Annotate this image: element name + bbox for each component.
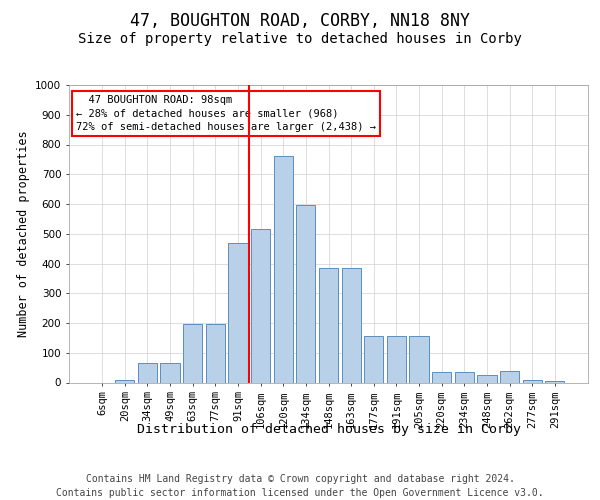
Bar: [251, 230, 270, 382]
Bar: [206, 324, 225, 382]
Bar: [341, 268, 361, 382]
Bar: [274, 156, 293, 382]
Text: Contains HM Land Registry data © Crown copyright and database right 2024.
Contai: Contains HM Land Registry data © Crown c…: [56, 474, 544, 498]
Bar: [500, 370, 519, 382]
Bar: [296, 206, 316, 382]
Bar: [319, 268, 338, 382]
Bar: [409, 336, 428, 382]
Bar: [364, 336, 383, 382]
Bar: [115, 380, 134, 382]
Bar: [455, 372, 474, 382]
Text: Distribution of detached houses by size in Corby: Distribution of detached houses by size …: [137, 422, 521, 436]
Bar: [387, 336, 406, 382]
Bar: [138, 363, 157, 382]
Bar: [432, 372, 451, 382]
Bar: [477, 375, 497, 382]
Bar: [160, 363, 180, 382]
Bar: [183, 324, 202, 382]
Text: 47, BOUGHTON ROAD, CORBY, NN18 8NY: 47, BOUGHTON ROAD, CORBY, NN18 8NY: [130, 12, 470, 30]
Text: 47 BOUGHTON ROAD: 98sqm
← 28% of detached houses are smaller (968)
72% of semi-d: 47 BOUGHTON ROAD: 98sqm ← 28% of detache…: [76, 96, 376, 132]
Bar: [523, 380, 542, 382]
Y-axis label: Number of detached properties: Number of detached properties: [17, 130, 29, 337]
Bar: [545, 381, 565, 382]
Bar: [229, 242, 248, 382]
Text: Size of property relative to detached houses in Corby: Size of property relative to detached ho…: [78, 32, 522, 46]
